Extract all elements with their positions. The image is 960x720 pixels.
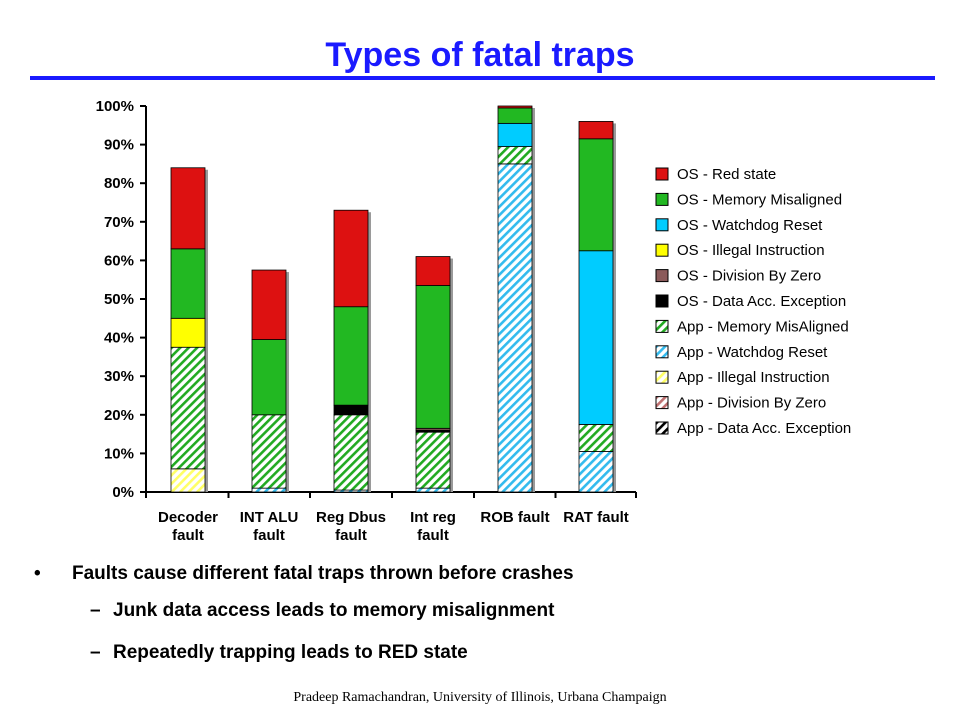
- legend-label: App - Illegal Instruction: [677, 369, 830, 386]
- legend-swatch: [655, 370, 669, 384]
- bullet-marker: •: [34, 563, 41, 584]
- bar-segment: [333, 414, 369, 491]
- bar-segment: [578, 451, 614, 493]
- x-category-label-line: fault: [417, 527, 449, 544]
- sub-bullet-text: Junk data access leads to memory misalig…: [113, 600, 555, 621]
- y-tick-label: 30%: [104, 368, 134, 385]
- bar-segment: [578, 121, 614, 140]
- title-underline: [30, 76, 935, 80]
- x-category-label: Decoder fault: [158, 509, 218, 544]
- bar-segment: [497, 107, 533, 124]
- legend-swatch: [655, 421, 669, 435]
- sub-bullet-text: Repeatedly trapping leads to RED state: [113, 642, 468, 663]
- y-tick-label: 20%: [104, 407, 134, 424]
- x-category-label: Int reg fault: [410, 509, 456, 544]
- x-category-label-line: ROB fault: [480, 509, 549, 526]
- bar-segment: [497, 163, 533, 493]
- legend-label: OS - Data Acc. Exception: [677, 293, 846, 310]
- x-category-label-line: INT ALU: [240, 509, 299, 526]
- bar-segment: [415, 431, 451, 489]
- legend-label: App - Data Acc. Exception: [677, 420, 851, 437]
- legend-label: App - Watchdog Reset: [677, 344, 828, 361]
- bar-segment: [578, 250, 614, 425]
- legend-swatch: [655, 218, 669, 232]
- bar-segment: [251, 269, 287, 340]
- sub-bullet-marker: –: [90, 600, 101, 621]
- y-tick-label: 100%: [96, 98, 134, 115]
- legend-swatch: [655, 396, 669, 410]
- bar-segment: [333, 306, 369, 406]
- bar-segment: [415, 285, 451, 429]
- legend-label: OS - Red state: [677, 166, 776, 183]
- stacked-bar-chart: 0% 10% 20% 30% 40% 50% 60% 70% 80% 90% 100% Decoder…: [96, 98, 852, 544]
- bar-segment: [415, 487, 451, 493]
- y-tick-label: 0%: [112, 484, 134, 501]
- y-tick-label: 40%: [104, 330, 134, 347]
- x-category-label-line: Reg Dbus: [316, 509, 386, 526]
- legend-swatch: [655, 345, 669, 359]
- y-tick-label: 50%: [104, 291, 134, 308]
- x-category-label-line: Int reg: [410, 509, 456, 526]
- legend-swatch: [655, 192, 669, 206]
- y-tick-label: 70%: [104, 214, 134, 231]
- bar-segment: [333, 209, 369, 308]
- bar-segment: [170, 468, 206, 493]
- legend-label: App - Division By Zero: [677, 395, 826, 412]
- slide-title: Types of fatal traps: [325, 36, 635, 74]
- x-category-label-line: RAT fault: [563, 509, 629, 526]
- slide-footer: Pradeep Ramachandran, University of Illi…: [293, 690, 667, 705]
- legend-swatch: [655, 294, 669, 308]
- y-tick-label: 80%: [104, 175, 134, 192]
- bar-segment: [415, 256, 451, 286]
- bar-segment: [333, 404, 369, 416]
- bar-segment: [578, 424, 614, 452]
- bullet-text: Faults cause different fatal traps throw…: [72, 563, 574, 584]
- legend-label: App - Memory MisAligned: [677, 318, 849, 335]
- bar-segment: [497, 122, 533, 147]
- x-category-label-line: fault: [335, 527, 367, 544]
- bar-segment: [251, 339, 287, 416]
- legend-label: OS - Illegal Instruction: [677, 242, 825, 259]
- x-category-label-line: fault: [172, 527, 204, 544]
- y-tick-label: 90%: [104, 137, 134, 154]
- legend-swatch: [655, 319, 669, 333]
- bar-segment: [497, 105, 533, 109]
- bar-segment: [251, 487, 287, 493]
- sub-bullet-marker: –: [90, 642, 101, 663]
- bar-segment: [170, 317, 206, 348]
- x-category-label: ROB fault: [480, 509, 549, 526]
- bar-segment: [497, 146, 533, 165]
- y-tick-label: 10%: [104, 445, 134, 462]
- bar-segment: [170, 167, 206, 250]
- legend-label: OS - Watchdog Reset: [677, 217, 823, 234]
- bar-segment: [251, 414, 287, 489]
- x-category-label-line: Decoder: [158, 509, 218, 526]
- legend-label: OS - Memory Misaligned: [677, 191, 842, 208]
- legend-swatch: [655, 269, 669, 283]
- x-category-label: INT ALU fault: [240, 509, 299, 544]
- bar-segment: [170, 346, 206, 470]
- bar-segment: [578, 138, 614, 252]
- legend-swatch: [655, 243, 669, 257]
- y-tick-label: 60%: [104, 252, 134, 269]
- x-category-label: Reg Dbus fault: [316, 509, 386, 544]
- x-category-label-line: fault: [253, 527, 285, 544]
- x-category-label: RAT fault: [563, 509, 629, 526]
- legend-swatch: [655, 167, 669, 181]
- legend-label: OS - Division By Zero: [677, 268, 821, 285]
- bar-segment: [170, 248, 206, 319]
